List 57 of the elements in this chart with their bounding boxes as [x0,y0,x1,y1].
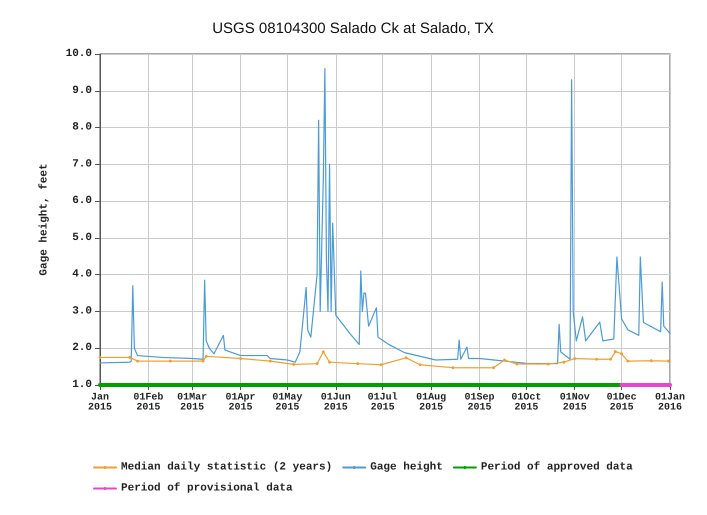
line-series [98,350,670,370]
point [292,362,296,366]
legend-label: Median daily statistic (2 years) [121,462,332,474]
y-tick-label: 9.0 [72,84,92,97]
point [546,362,550,366]
point [322,350,325,354]
line-series [99,68,671,364]
x-tick-label: 01Apr 2015 [226,392,256,414]
x-tick-label: 01Jul 2015 [368,392,398,414]
x-tick-label: 01Jan 2016 [654,392,686,414]
point [268,360,272,363]
x-tick-label: Jan 2015 [88,392,112,414]
point [614,350,617,354]
y-tick-label: 7.0 [72,158,92,170]
y-tick-label: 10.0 [66,48,92,60]
x-tick-label: 01Feb 2015 [133,392,164,414]
y-tick-label: 6.0 [72,195,92,208]
point [356,362,360,366]
y-tick-label: 8.0 [72,122,92,134]
point [562,360,566,364]
x-tick-label: 01Nov 2015 [560,392,590,414]
y-tick-label: 5.0 [72,232,92,244]
point [204,354,208,358]
x-tick-label: 01Mar 2015 [177,392,208,414]
legend-label: Period of approved data [480,460,634,474]
point [451,366,454,370]
y-tick-label: 3.0 [72,305,92,318]
x-tick-label: 01Sep 2015 [464,392,494,414]
point [650,359,653,362]
x-tick-label: 01Oct 2015 [511,392,542,414]
point [626,360,630,363]
x-tick-label: 01Jun 2015 [320,392,351,414]
point [492,366,496,370]
y-tick-label: 1.0 [72,379,92,391]
point [380,363,383,366]
point [202,360,205,363]
point [136,360,139,363]
point [595,358,598,361]
point [609,358,612,361]
point [168,360,172,363]
chart-title: USGS 08104300 Salado Ck at Salado, TX [212,20,494,37]
x-tick-label: 01Dec 2015 [606,392,637,414]
point [666,360,670,363]
x-tick-label: 01May 2015 [272,392,302,414]
point [573,357,576,360]
point [620,352,624,356]
point [98,356,102,359]
y-axis-title: Gage height, feet [38,163,50,276]
x-tick-label: 01Aug 2015 [416,392,446,414]
y-tick-label: 4.0 [72,268,92,281]
y-tick-label: 2.0 [72,342,92,354]
point [128,356,132,359]
legend-label: Period of provisional data [121,482,294,494]
point [404,356,408,360]
point [328,360,332,364]
point [316,362,319,366]
legend-label: Gage height [370,462,443,474]
